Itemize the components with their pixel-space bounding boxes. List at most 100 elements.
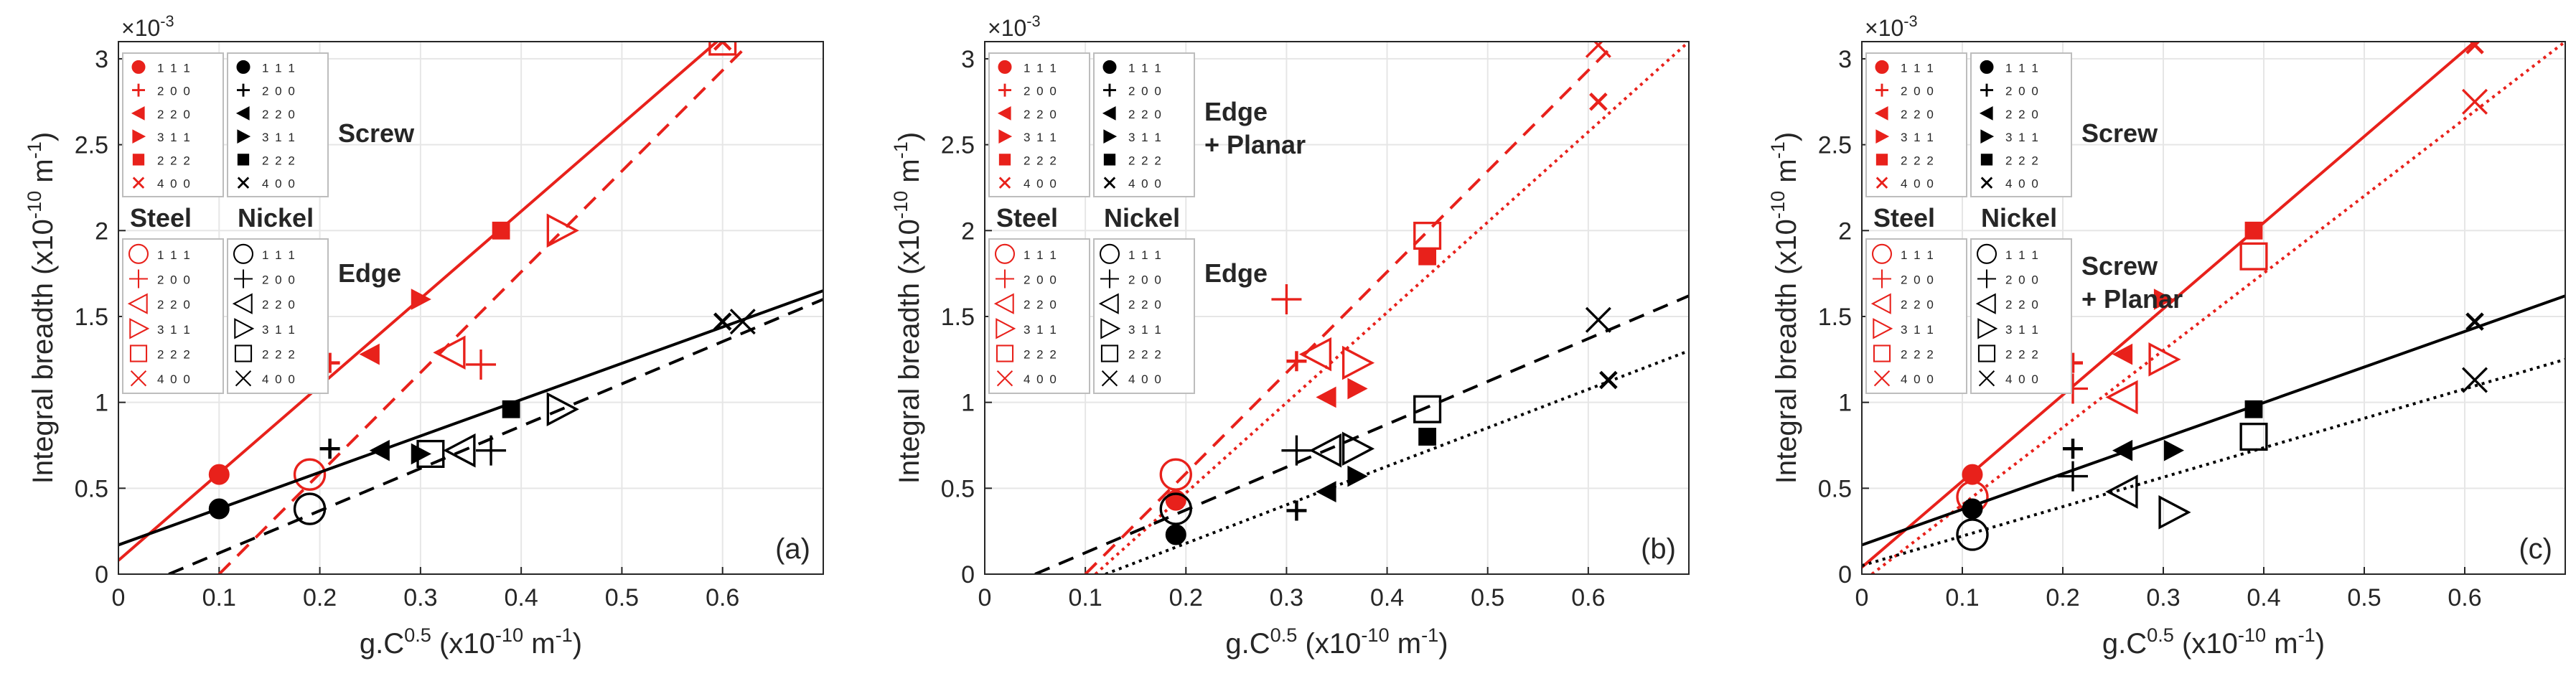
- legend-top-nickel-marker: [1979, 106, 1993, 121]
- fit-line: [1870, 42, 2565, 574]
- data-point: [1418, 428, 1437, 446]
- x-tick-label: 0.1: [202, 584, 236, 611]
- data-point: [319, 439, 340, 459]
- x-axis-label-part: ): [573, 628, 582, 660]
- y-axis-label-part: -1: [23, 141, 45, 159]
- data-point: [1418, 247, 1437, 266]
- y-axis-label-part: m: [27, 159, 59, 190]
- steel-label: Steel: [130, 203, 192, 233]
- legend-bottom-nickel-marker: [1977, 318, 1998, 339]
- legend-top-nickel-marker: [235, 106, 250, 121]
- y-tick-label: 3: [1838, 46, 1852, 73]
- x-axis-label-part: 0.5: [2147, 624, 2174, 646]
- y-tick-label: 2.5: [941, 132, 975, 159]
- data-point: [546, 213, 579, 248]
- x-axis-label-part: ): [1438, 628, 1448, 660]
- y-tick-label: 0.5: [75, 475, 108, 502]
- data-point: [2163, 439, 2185, 461]
- data-point: [1165, 524, 1186, 545]
- legend-bottom-nickel-marker: [1977, 269, 1996, 289]
- x-axis-label-part: (x10: [431, 628, 495, 660]
- x-tick-label: 0.4: [1370, 584, 1404, 611]
- data-point: [2462, 367, 2488, 393]
- legend-top-nickel-hkl: 3 1 1: [2005, 131, 2040, 144]
- legend-top-nickel-marker: [1980, 60, 1994, 74]
- x-axis-label-part: -10: [495, 624, 523, 646]
- legend-bottom-nickel-hkl: 2 2 2: [1128, 348, 1163, 362]
- legend-bottom-steel-marker: [129, 269, 148, 289]
- y-axis-label-part: -10: [23, 191, 45, 219]
- legend-bottom-nickel-hkl: 4 0 0: [2005, 372, 2040, 386]
- legend-top-nickel-marker: [237, 154, 250, 166]
- data-point: [2112, 343, 2133, 365]
- x-tick-label: 0: [978, 584, 992, 611]
- legend-bottom-steel-marker: [996, 318, 1016, 339]
- data-point: [1159, 492, 1192, 525]
- x-tick-label: 0: [112, 584, 126, 611]
- legend-top-nickel-marker: [1103, 154, 1116, 166]
- legend-top-steel-hkl: 2 2 0: [1901, 108, 1935, 121]
- data-layer: [118, 42, 823, 574]
- legend-bottom-nickel-marker: [232, 293, 253, 314]
- legend-bottom-nickel-marker: [234, 344, 253, 362]
- x-tick-label: 0.4: [2247, 584, 2280, 611]
- data-point: [1585, 42, 1611, 58]
- legend-top-nickel-hkl: 2 0 0: [2005, 85, 2040, 98]
- legend-top-steel-hkl: 1 1 1: [1901, 61, 1935, 75]
- legend-bottom-steel-marker: [996, 344, 1014, 362]
- y-tick-label: 1: [95, 390, 108, 417]
- data-point: [2058, 461, 2088, 492]
- data-point: [2244, 221, 2263, 240]
- legend-top-nickel-marker: [237, 129, 251, 144]
- legend-top-steel-hkl: 2 2 2: [1901, 154, 1935, 167]
- legend-top-nickel-marker: [236, 60, 250, 74]
- legend-top-steel-marker: [998, 83, 1011, 97]
- legend-top-steel-marker: [132, 83, 145, 97]
- legend-top-steel-marker: [131, 60, 146, 74]
- legend-bottom-steel-hkl: 2 0 0: [1901, 273, 1935, 286]
- y-tick-label: 1.5: [941, 304, 975, 331]
- legend-top-nickel-hkl: 2 2 0: [262, 108, 296, 121]
- legend-top-steel-marker: [132, 177, 145, 189]
- x-tick-label: 0.6: [706, 584, 739, 611]
- legend-bottom-nickel-marker: [1977, 344, 1996, 362]
- x-axis-label-part: -1: [2298, 624, 2315, 646]
- legend-top-steel-hkl: 2 0 0: [1024, 85, 1058, 98]
- legend-top-steel-marker: [1875, 154, 1888, 166]
- panel-c: 0 0.1 0.2 0.3 0.4 0.5 0.6 0 0.5 1 1.5 2 2.5 3 ×10-3 (c)…: [1766, 12, 2566, 660]
- legend-top-steel-hkl: 1 1 1: [157, 61, 192, 75]
- y-tick-label: 0: [1838, 561, 1852, 589]
- x-axis-label-part: -10: [2238, 624, 2266, 646]
- y-axis-label-part: -10: [889, 191, 912, 219]
- legend-bottom-steel-marker: [129, 318, 150, 339]
- legend-top-nickel-marker: [1103, 83, 1116, 97]
- legend-bottom-steel-box: [988, 238, 1090, 394]
- y-axis-label-part: ): [27, 132, 59, 141]
- legend-top-steel-marker: [1874, 106, 1888, 121]
- x-axis-label-part: ): [2315, 628, 2325, 660]
- data-point: [416, 439, 445, 468]
- legend-bottom-nickel-marker: [234, 318, 255, 339]
- legend-bottom-steel-marker: [127, 293, 148, 314]
- legend-top-caption: Screw: [2081, 118, 2158, 148]
- data-point: [2462, 88, 2488, 115]
- legend-bottom-nickel-hkl: 2 2 2: [2005, 348, 2040, 362]
- data-point: [1347, 465, 1368, 487]
- data-point: [713, 42, 732, 51]
- legend-top-steel-marker: [997, 106, 1011, 121]
- legend-top-steel-marker: [132, 129, 146, 144]
- panel-b: 0 0.1 0.2 0.3 0.4 0.5 0.6 0 0.5 1 1.5 2 2.5 3 ×10-3 (b)…: [889, 12, 1690, 660]
- legend-bottom-nickel-marker: [234, 269, 253, 289]
- x-axis-label-part: -10: [1361, 624, 1389, 646]
- legend-bottom-steel-marker: [1873, 344, 1891, 362]
- legend-top-steel-marker: [998, 60, 1012, 74]
- data-point: [546, 392, 579, 427]
- data-point: [1956, 518, 1989, 551]
- legend-top-nickel-hkl: 4 0 0: [1128, 177, 1163, 191]
- x-axis-label-part: -1: [1421, 624, 1438, 646]
- legend-top-steel-hkl: 3 1 1: [1901, 131, 1935, 144]
- legend-bottom-nickel-hkl: 1 1 1: [262, 248, 296, 262]
- legend-top-steel-hkl: 3 1 1: [1024, 131, 1058, 144]
- y-tick-label: 3: [95, 46, 108, 73]
- legend-top-steel-box: [1865, 52, 1967, 197]
